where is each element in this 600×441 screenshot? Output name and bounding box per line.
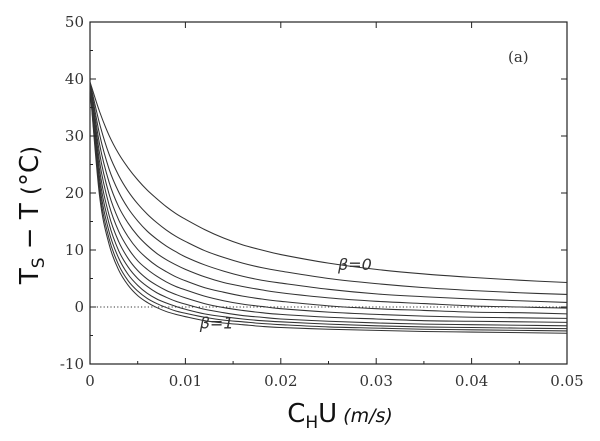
x-tick-label: 0.04 (455, 372, 488, 390)
series-curve-2 (89, 82, 568, 303)
y-tick-label: 30 (65, 127, 84, 145)
y-axis-title: TS − T (°C) (15, 146, 49, 285)
axis-ticks (89, 21, 568, 365)
x-tick-label: 0.01 (169, 372, 202, 390)
series-curve-0 (89, 81, 568, 284)
series-curve-1 (89, 82, 568, 295)
y-tick-label: 0 (74, 298, 84, 316)
y-axis-title-mid: − T (15, 195, 45, 257)
x-axis-title-var: U (318, 399, 337, 429)
x-axis-title: CHU (m/s) (287, 399, 393, 433)
x-tick-label: 0 (85, 372, 95, 390)
series-curve-8 (89, 86, 568, 330)
y-axis-title-main: T (15, 268, 45, 285)
y-axis-title-paren-open: ( (18, 186, 44, 195)
x-tick-label: 0.03 (359, 372, 392, 390)
series-curve-3 (89, 83, 568, 309)
x-tick-label: 0.05 (550, 372, 583, 390)
y-tick-label: 50 (65, 13, 84, 31)
x-axis-title-subscript: H (305, 413, 318, 433)
series-curve-9 (89, 86, 568, 332)
series-curve-5 (89, 84, 568, 319)
series-curves (89, 81, 568, 334)
y-axis-title-subscript: S (29, 257, 49, 268)
y-tick-label: -10 (60, 355, 84, 373)
series-curve-6 (89, 85, 568, 323)
series-labels: β=0 β=1 (199, 255, 372, 333)
x-tick-label: 0.02 (264, 372, 297, 390)
series-label-0: β=0 (337, 255, 372, 274)
series-label-1: β=1 (199, 314, 234, 333)
y-axis-title-paren-close: ) (18, 146, 44, 155)
panel-label: (a) (508, 48, 529, 66)
y-tick-label: 20 (65, 184, 84, 202)
x-axis-title-main: C (287, 399, 305, 429)
y-tick-label: 40 (65, 70, 84, 88)
y-tick-label: 10 (65, 241, 84, 259)
series-curve-10 (89, 87, 568, 334)
x-axis-title-units: (m/s) (343, 405, 393, 427)
series-curve-4 (89, 84, 568, 315)
series-curve-7 (89, 85, 568, 327)
y-axis-title-units: °C (15, 155, 45, 186)
